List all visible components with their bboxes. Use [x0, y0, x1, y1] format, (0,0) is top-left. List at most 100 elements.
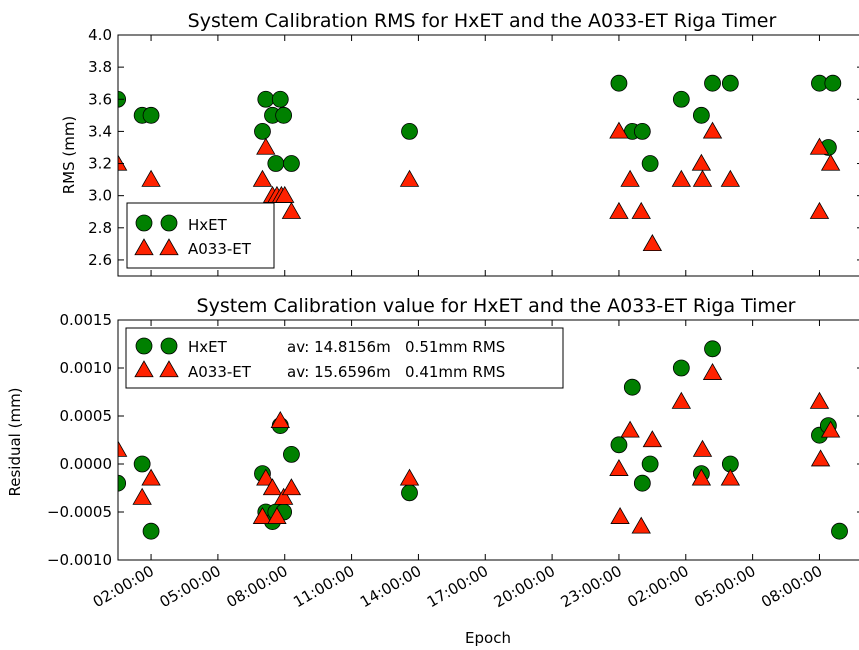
rms-point-a033	[256, 137, 276, 155]
rms-point-hxet	[824, 74, 842, 92]
rms-point-a033	[809, 201, 830, 219]
rms-legend-marker-a033	[159, 238, 179, 256]
rms-point-a033	[820, 153, 841, 171]
rms-point-a033	[691, 153, 712, 171]
residual-legend-stats-a033: av: 15.6596m 0.41mm RMS	[287, 363, 505, 381]
rms-point-a033	[642, 234, 663, 252]
rms-point-hxet	[401, 122, 418, 140]
residual-x-tick-label: 17:00:00	[424, 562, 491, 611]
residual-point-hxet	[831, 522, 848, 540]
residual-plot-frame	[117, 319, 859, 561]
rms-y-axis-label: RMS (mm)	[60, 116, 78, 195]
residual-point-a033	[631, 516, 651, 534]
rms-point-hxet	[672, 90, 690, 108]
rms-plot-area	[118, 74, 842, 252]
residual-point-a033	[820, 420, 841, 438]
rms-y-tick-label: 3.0	[88, 187, 112, 205]
residual-point-a033	[809, 391, 830, 409]
rms-point-hxet	[142, 106, 160, 124]
residual-x-tick-label: 08:00:00	[758, 562, 825, 611]
rms-point-hxet	[283, 155, 300, 172]
residual-point-hxet	[641, 455, 659, 473]
residual-y-axis-label: Residual (mm)	[6, 387, 24, 496]
residual-x-tick-label: 20:00:00	[491, 562, 558, 611]
rms-point-a033	[809, 137, 830, 155]
residual-point-hxet	[704, 340, 721, 358]
rms-point-a033	[141, 169, 161, 187]
residual-point-hxet	[672, 359, 690, 377]
residual-point-a033	[267, 506, 287, 524]
residual-point-a033	[610, 506, 630, 524]
residual-point-a033	[118, 440, 128, 457]
rms-plot-frame	[117, 34, 859, 277]
residual-chart-title: System Calibration value for HxET and th…	[197, 295, 796, 317]
residual-point-hxet	[401, 484, 418, 502]
residual-point-a033	[702, 362, 723, 380]
rms-chart-title: System Calibration RMS for HxET and the …	[188, 10, 777, 32]
rms-panel: System Calibration RMS for HxET and the …	[60, 10, 859, 277]
residual-point-a033	[262, 478, 283, 496]
rms-point-a033	[118, 154, 128, 171]
residual-legend-marker-hxet	[135, 337, 153, 355]
residual-legend-marker-hxet	[160, 337, 178, 355]
rms-point-a033	[609, 121, 629, 139]
rms-point-hxet	[704, 74, 721, 92]
rms-legend-label-hxet: HxET	[188, 216, 228, 234]
residual-y-tick-label: 0.0015	[60, 311, 113, 329]
residual-point-a033	[399, 468, 420, 486]
residual-legend-stats-hxet: av: 14.8156m 0.51mm RMS	[287, 338, 505, 356]
rms-legend-label-a033: A033-ET	[188, 240, 252, 258]
rms-x-tick-marks	[150, 35, 820, 276]
residual-legend[interactable]: HxET A033-ET av: 14.8156m 0.51mm RMS av:…	[125, 327, 564, 389]
rms-y-tick-label: 4.0	[88, 26, 112, 44]
rms-y-tick-label: 3.6	[88, 90, 112, 108]
rms-point-hxet	[267, 155, 285, 172]
rms-point-hxet	[692, 106, 710, 124]
rms-point-a033	[692, 169, 713, 187]
rms-y-tick-label: 3.4	[88, 122, 112, 140]
rms-legend[interactable]: HxET A033-ET	[126, 202, 275, 269]
residual-x-tick-label: 14:00:00	[357, 562, 424, 611]
residual-point-a033	[252, 506, 273, 524]
rms-point-hxet	[610, 74, 628, 92]
residual-x-tick-label: 02:00:00	[624, 562, 691, 611]
residual-point-a033	[691, 468, 712, 486]
rms-y-tick-label: 3.8	[88, 58, 112, 76]
rms-point-a033	[631, 201, 651, 219]
x-axis-label: Epoch	[465, 629, 511, 647]
rms-point-a033	[720, 169, 741, 187]
residual-point-a033	[720, 468, 741, 486]
residual-x-tick-label: 23:00:00	[558, 562, 625, 611]
residual-y-ticks: −0.0010 −0.0005 0.0000 0.0005 0.0010 0.0015	[47, 311, 859, 569]
rms-point-hxet	[257, 90, 275, 108]
rms-y-tick-label: 2.8	[88, 219, 112, 237]
rms-point-a033	[275, 185, 295, 203]
rms-point-hxet	[721, 74, 739, 92]
residual-legend-markers	[134, 337, 179, 378]
residual-y-tick-label: −0.0010	[47, 551, 112, 569]
rms-point-a033	[620, 169, 640, 187]
residual-plot-area	[118, 340, 848, 540]
rms-point-a033	[399, 169, 420, 187]
rms-point-hxet	[271, 90, 289, 108]
rms-point-a033	[252, 169, 273, 187]
residual-point-a033	[620, 420, 640, 438]
rms-y-tick-label: 2.6	[88, 251, 112, 269]
residual-point-a033	[281, 478, 302, 496]
rms-point-a033	[702, 121, 723, 139]
residual-point-a033	[141, 468, 161, 486]
residual-y-tick-label: −0.0005	[47, 503, 112, 521]
residual-point-hxet	[610, 436, 628, 454]
residual-y-tick-label: 0.0005	[60, 407, 113, 425]
rms-point-hxet	[641, 155, 659, 172]
residual-point-a033	[692, 439, 713, 457]
residual-x-tick-label: 11:00:00	[290, 562, 357, 611]
residual-panel: System Calibration value for HxET and th…	[6, 295, 859, 647]
residual-legend-label-a033: A033-ET	[188, 363, 252, 381]
rms-point-a033	[671, 169, 692, 187]
rms-legend-marker-hxet	[135, 214, 153, 232]
residual-x-tick-label: 05:00:00	[157, 562, 224, 611]
rms-point-hxet	[633, 122, 651, 140]
residual-x-tick-label: 05:00:00	[691, 562, 758, 611]
